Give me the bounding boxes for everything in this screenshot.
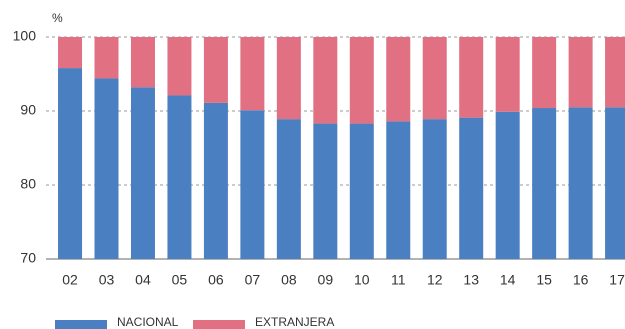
bar-segment — [203, 37, 228, 103]
bar-segment — [532, 108, 557, 259]
bar-segment — [605, 107, 625, 259]
y-tick-label: 70 — [20, 250, 36, 266]
bar-segment — [459, 117, 484, 259]
x-tick-label: 16 — [573, 272, 589, 288]
bar-segment — [58, 37, 83, 69]
bar-segment — [568, 107, 593, 259]
legend-swatch — [55, 320, 107, 329]
bar-segment — [240, 110, 265, 259]
x-tick-label: 09 — [318, 272, 334, 288]
legend-label: EXTRANJERA — [255, 315, 334, 329]
x-tick-label: 04 — [135, 272, 151, 288]
y-tick-label: 100 — [13, 28, 37, 44]
bar-segment — [386, 37, 411, 122]
bar-segment — [313, 123, 338, 259]
bar-segment — [130, 87, 155, 259]
bar-segment — [313, 37, 338, 124]
x-tick-label: 08 — [281, 272, 297, 288]
bar-segment — [94, 78, 119, 259]
x-tick-label: 12 — [427, 272, 443, 288]
x-tick-label: 02 — [62, 272, 78, 288]
x-tick-label: 14 — [500, 272, 516, 288]
bar-segment — [459, 37, 484, 118]
bar-segment — [276, 37, 301, 120]
x-tick-label: 15 — [536, 272, 552, 288]
bar-segment — [167, 37, 192, 96]
bar-segment — [386, 121, 411, 259]
bar-segment — [58, 68, 83, 259]
legend-swatch — [193, 320, 245, 329]
bar-segment — [422, 119, 447, 259]
bar-segment — [167, 95, 192, 260]
x-tick-label: 05 — [172, 272, 188, 288]
bar-segment — [130, 37, 155, 88]
y-tick-label: 80 — [20, 176, 36, 192]
bar-segment — [240, 37, 265, 111]
x-tick-label: 11 — [391, 272, 406, 288]
bar-segment — [276, 119, 301, 259]
bar-segment — [422, 37, 447, 120]
y-axis-label: % — [52, 11, 63, 25]
bar-segment — [203, 102, 228, 259]
x-tick-label: 06 — [208, 272, 224, 288]
legend-label: NACIONAL — [117, 315, 179, 329]
x-tick-label: 10 — [354, 272, 370, 288]
x-tick-label: 17 — [609, 272, 625, 288]
bar-segment — [349, 123, 374, 259]
x-tick-label: 13 — [463, 272, 479, 288]
bar-segment — [605, 37, 625, 108]
bar-segment — [94, 37, 119, 79]
bar-segment — [568, 37, 593, 108]
bar-segment — [495, 111, 520, 260]
y-tick-label: 90 — [20, 102, 36, 118]
bar-segment — [532, 37, 557, 109]
x-tick-label: 03 — [99, 272, 115, 288]
x-tick-label: 07 — [245, 272, 261, 288]
bar-segment — [349, 37, 374, 124]
bar-segment — [495, 37, 520, 112]
